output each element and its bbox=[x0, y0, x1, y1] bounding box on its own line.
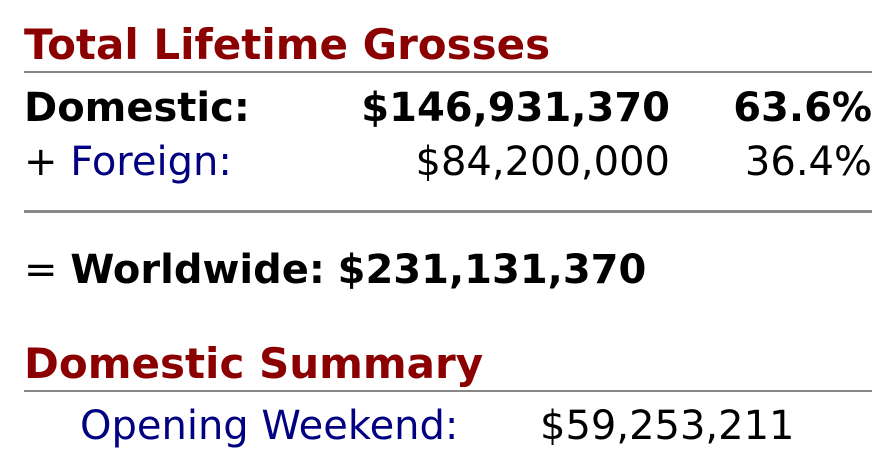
foreign-amount: $84,200,000 bbox=[415, 139, 670, 185]
plus-sign: + bbox=[24, 139, 71, 185]
equals-sign: = bbox=[24, 247, 71, 293]
total-divider bbox=[24, 210, 872, 213]
foreign-label: Foreign: bbox=[70, 139, 232, 185]
summary-divider bbox=[24, 390, 872, 392]
domestic-percent: 63.6% bbox=[733, 85, 872, 131]
opening-weekend-amount: $59,253,211 bbox=[540, 403, 795, 449]
worldwide-label: Worldwide: bbox=[70, 247, 325, 293]
worldwide-group: = Worldwide: $231,131,370 bbox=[24, 250, 646, 290]
title-divider bbox=[24, 71, 872, 73]
lifetime-grosses-title: Total Lifetime Grosses bbox=[24, 20, 551, 69]
opening-weekend-label: Opening Weekend: bbox=[80, 403, 459, 449]
worldwide-amount: $231,131,370 bbox=[337, 247, 647, 293]
foreign-percent: 36.4% bbox=[744, 139, 872, 185]
domestic-summary-title: Domestic Summary bbox=[24, 339, 484, 388]
domestic-label: Domestic: bbox=[24, 85, 250, 131]
foreign-label-group: + Foreign: bbox=[24, 142, 232, 182]
domestic-amount: $146,931,370 bbox=[361, 85, 670, 131]
